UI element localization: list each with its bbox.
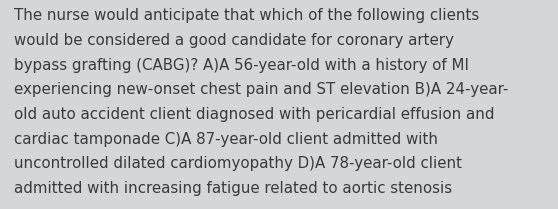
Text: experiencing new-onset chest pain and ST elevation B)A 24-year-: experiencing new-onset chest pain and ST… bbox=[14, 82, 508, 97]
Text: cardiac tamponade C)A 87-year-old client admitted with: cardiac tamponade C)A 87-year-old client… bbox=[14, 132, 438, 147]
Text: The nurse would anticipate that which of the following clients: The nurse would anticipate that which of… bbox=[14, 8, 479, 23]
Text: uncontrolled dilated cardiomyopathy D)A 78-year-old client: uncontrolled dilated cardiomyopathy D)A … bbox=[14, 156, 462, 171]
Text: would be considered a good candidate for coronary artery: would be considered a good candidate for… bbox=[14, 33, 454, 48]
Text: admitted with increasing fatigue related to aortic stenosis: admitted with increasing fatigue related… bbox=[14, 181, 452, 196]
Text: bypass grafting (CABG)? A)A 56-year-old with a history of MI: bypass grafting (CABG)? A)A 56-year-old … bbox=[14, 58, 469, 73]
Text: old auto accident client diagnosed with pericardial effusion and: old auto accident client diagnosed with … bbox=[14, 107, 494, 122]
